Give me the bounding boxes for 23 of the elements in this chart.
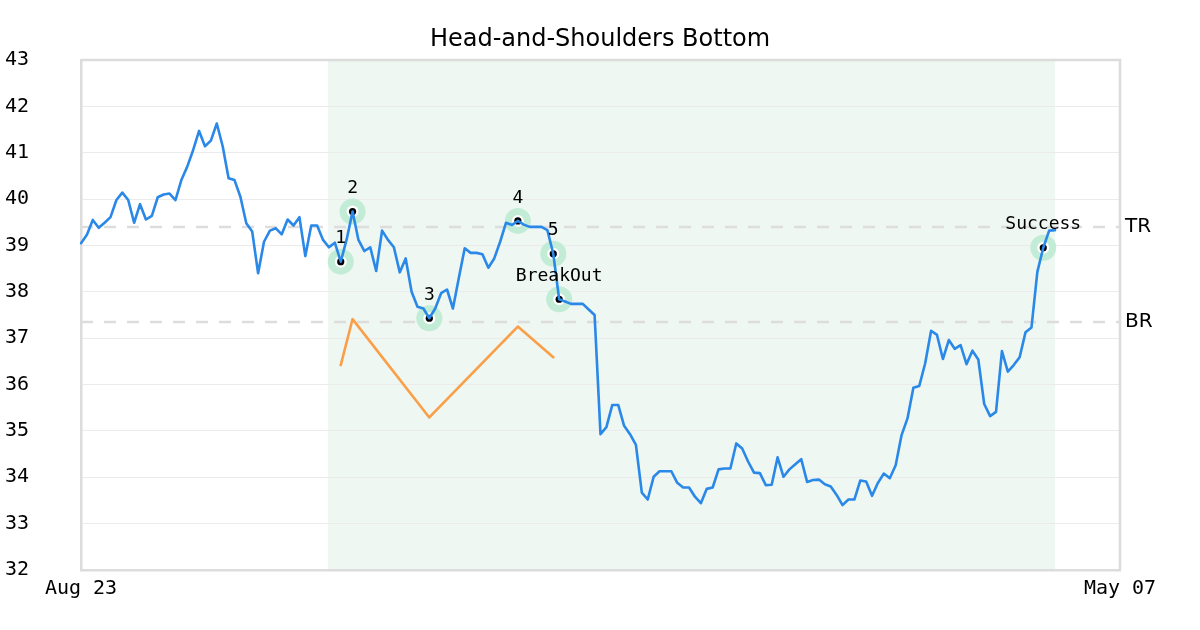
ref-line-label: TR <box>1124 213 1152 238</box>
series-label: Success <box>1005 212 1082 234</box>
y-tick-label: 38 <box>5 278 30 303</box>
y-tick-label: 34 <box>5 463 30 488</box>
series-label: 4 <box>512 185 524 207</box>
y-tick-label: 40 <box>5 185 30 210</box>
y-tick-label: 33 <box>5 509 30 534</box>
chart-title: Head-and-Shoulders Bottom <box>429 24 771 53</box>
series-label: 3 <box>423 282 435 304</box>
y-tick-label: 37 <box>5 324 30 349</box>
y-tick-label: 41 <box>5 138 30 163</box>
y-tick-label: 42 <box>5 92 30 117</box>
x-tick-label: Aug 23 <box>44 575 118 600</box>
series-label: 1 <box>335 226 347 248</box>
y-tick-label: 39 <box>5 231 30 256</box>
y-tick-label: 43 <box>5 46 30 71</box>
series-label: 2 <box>347 176 358 198</box>
y-tick-label: 36 <box>5 370 30 395</box>
y-tick-label: 35 <box>5 417 30 442</box>
series-label: 5 <box>547 218 559 240</box>
ref-line-label: BR <box>1125 308 1153 333</box>
y-tick-label: 32 <box>5 556 30 581</box>
x-tick-label: May 07 <box>1083 575 1157 600</box>
